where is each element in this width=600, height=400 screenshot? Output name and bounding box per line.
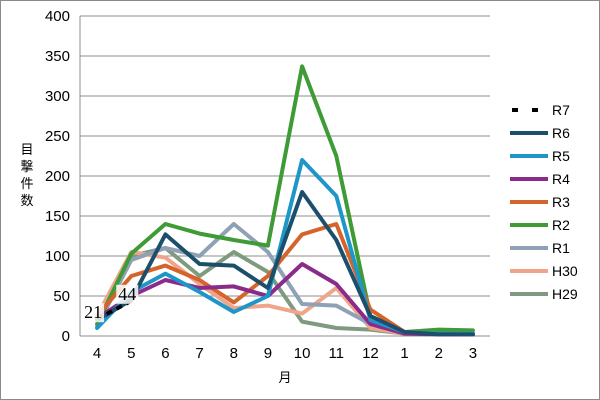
- legend-label-r1: R1: [552, 240, 570, 256]
- y-axis-label: 目撃件数: [20, 143, 33, 209]
- data-label: 21: [84, 302, 102, 322]
- x-tick-label: 9: [264, 345, 272, 362]
- axes: [79, 16, 490, 337]
- legend-label-r7: R7: [552, 102, 570, 118]
- y-tick-label: 400: [45, 8, 70, 25]
- y-tick-label: 150: [45, 208, 70, 225]
- series-line-h30: [95, 250, 475, 337]
- legend-label-h29: H29: [552, 286, 578, 302]
- x-axis-label: 月: [278, 371, 291, 386]
- y-tick-label: 0: [62, 328, 70, 345]
- series-lines: [95, 64, 475, 337]
- series-line-r6: [95, 190, 475, 337]
- x-tick-label: 7: [195, 345, 203, 362]
- x-tick-label: 11: [328, 345, 344, 362]
- data-label-bg: [82, 303, 105, 323]
- data-label-bg: [116, 284, 139, 304]
- legend-label-r6: R6: [552, 125, 570, 141]
- x-tick-label: 12: [362, 345, 379, 362]
- legend-label-r2: R2: [552, 217, 570, 233]
- legend-label-r3: R3: [552, 194, 570, 210]
- y-tick-label: 100: [45, 248, 70, 265]
- series-line-r2: [95, 64, 475, 334]
- x-tick-label: 1: [400, 345, 408, 362]
- y-tick-label: 300: [45, 88, 70, 105]
- x-tick-label: 8: [230, 345, 238, 362]
- legend-label-r5: R5: [552, 148, 570, 164]
- legend-label-h30: H30: [552, 263, 578, 279]
- x-tick-label: 5: [127, 345, 135, 362]
- x-tick-label: 10: [294, 345, 311, 362]
- x-tick-label: 3: [469, 345, 477, 362]
- data-labels: 21 44: [82, 284, 139, 323]
- data-label: 44: [118, 284, 136, 304]
- legend-label-r4: R4: [552, 171, 570, 187]
- y-tick-label: 50: [53, 288, 70, 305]
- y-axis-ticks: 0 50 100 150 200 250 300 350 400: [45, 8, 70, 345]
- x-axis-ticks: 4 5 6 7 8 9 10 11 12 1 2 3: [93, 345, 477, 362]
- x-tick-label: 2: [435, 345, 443, 362]
- x-tick-label: 6: [161, 345, 169, 362]
- y-tick-label: 350: [45, 48, 70, 65]
- legend: R7 R6 R5 R4 R3 R2 R1 H30 H29: [510, 102, 578, 302]
- y-tick-label: 200: [45, 168, 70, 185]
- x-tick-label: 4: [93, 345, 101, 362]
- y-tick-label: 250: [45, 128, 70, 145]
